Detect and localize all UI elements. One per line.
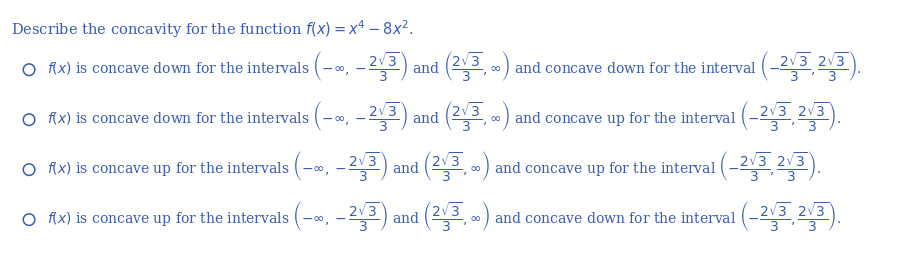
Text: Describe the concavity for the function $f(x) = x^4 - 8x^2$.: Describe the concavity for the function … [11,18,414,40]
Text: $f(x)$ is concave up for the intervals $\left(-\infty, -\dfrac{2\sqrt{3}}{3}\rig: $f(x)$ is concave up for the intervals $… [47,199,842,233]
Text: $f(x)$ is concave down for the intervals $\left(-\infty, -\dfrac{2\sqrt{3}}{3}\r: $f(x)$ is concave down for the intervals… [47,99,842,133]
Text: $f(x)$ is concave up for the intervals $\left(-\infty, -\dfrac{2\sqrt{3}}{3}\rig: $f(x)$ is concave up for the intervals $… [47,149,822,183]
Text: $f(x)$ is concave down for the intervals $\left(-\infty, -\dfrac{2\sqrt{3}}{3}\r: $f(x)$ is concave down for the intervals… [47,49,862,83]
